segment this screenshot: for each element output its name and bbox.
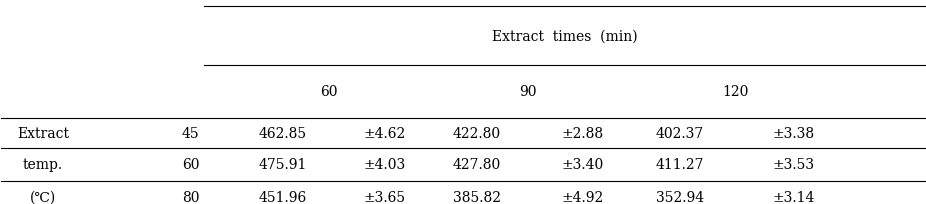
Text: (℃): (℃) [30, 190, 56, 204]
Text: 422.80: 422.80 [453, 126, 501, 141]
Text: Extract  times  (min): Extract times (min) [492, 29, 637, 43]
Text: ±3.40: ±3.40 [562, 158, 604, 172]
Text: 120: 120 [722, 85, 748, 99]
Text: ±3.53: ±3.53 [772, 158, 815, 172]
Text: ±2.88: ±2.88 [562, 126, 604, 141]
Text: 90: 90 [519, 85, 536, 99]
Text: 60: 60 [181, 158, 199, 172]
Text: ±4.03: ±4.03 [363, 158, 406, 172]
Text: 402.37: 402.37 [656, 126, 704, 141]
Text: 80: 80 [181, 190, 199, 204]
Text: ±3.65: ±3.65 [364, 190, 406, 204]
Text: ±3.38: ±3.38 [772, 126, 815, 141]
Text: ±4.62: ±4.62 [363, 126, 406, 141]
Text: 45: 45 [181, 126, 199, 141]
Text: 60: 60 [320, 85, 338, 99]
Text: 427.80: 427.80 [453, 158, 501, 172]
Text: 411.27: 411.27 [656, 158, 704, 172]
Text: 451.96: 451.96 [259, 190, 307, 204]
Text: 385.82: 385.82 [453, 190, 501, 204]
Text: 352.94: 352.94 [656, 190, 704, 204]
Text: 462.85: 462.85 [259, 126, 307, 141]
Text: temp.: temp. [23, 158, 63, 172]
Text: 475.91: 475.91 [258, 158, 307, 172]
Text: ±4.92: ±4.92 [562, 190, 604, 204]
Text: ±3.14: ±3.14 [772, 190, 815, 204]
Text: Extract: Extract [17, 126, 69, 141]
